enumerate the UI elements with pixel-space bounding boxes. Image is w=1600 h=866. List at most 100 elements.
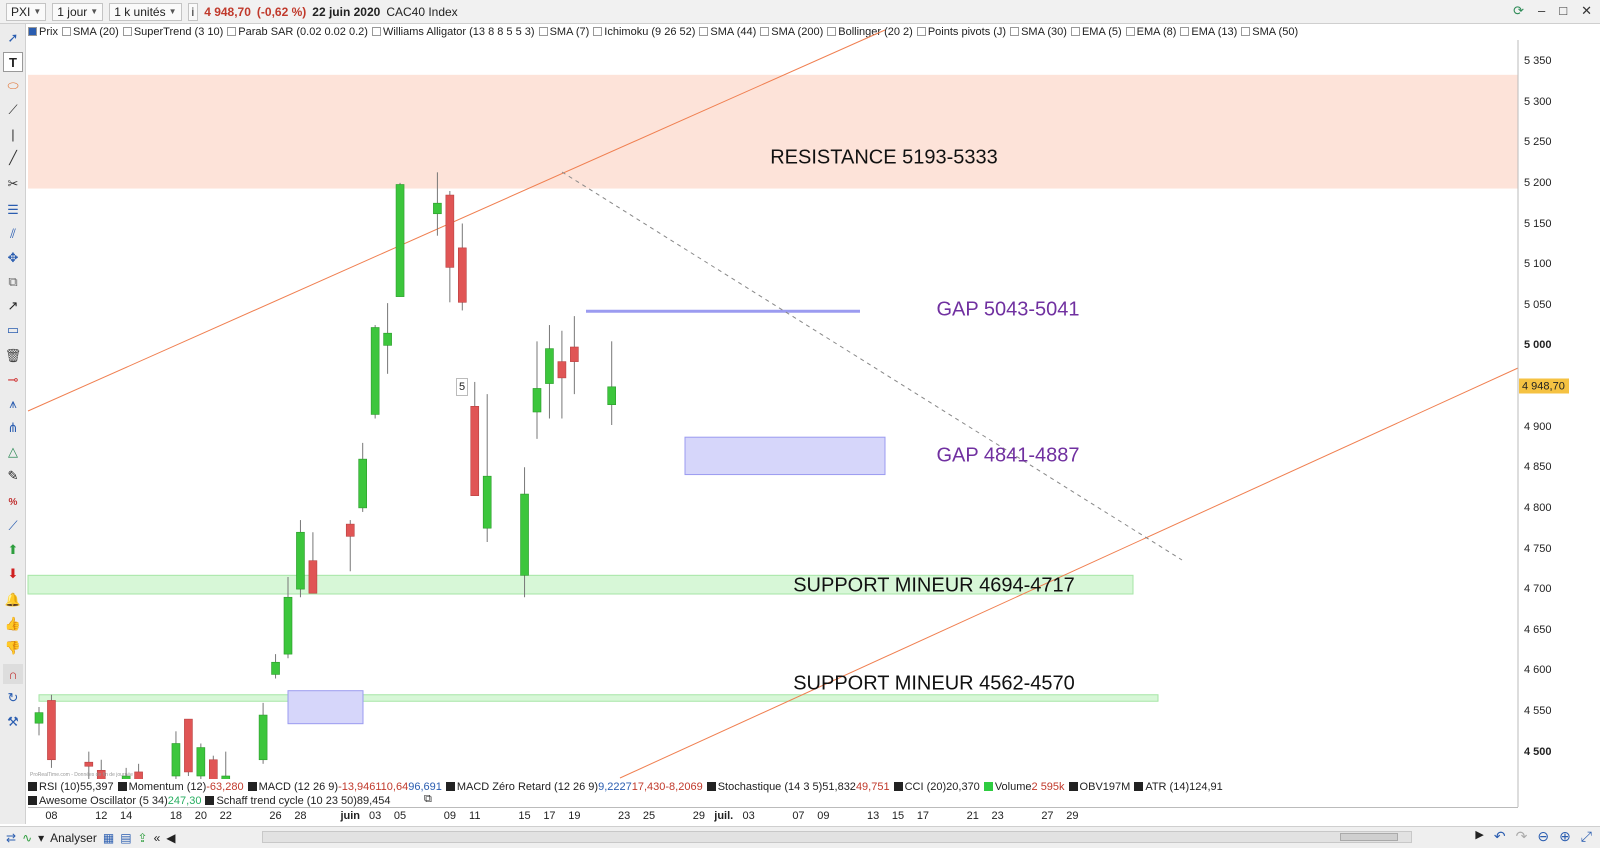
arrow-down-icon[interactable]: ⬇ xyxy=(7,566,19,581)
collapse-icon[interactable]: « xyxy=(153,830,161,845)
copy-icon[interactable]: ⧉ xyxy=(8,274,18,289)
trendline-tool-icon[interactable]: ╱ xyxy=(9,150,17,165)
indicator-toggle[interactable]: EMA (8) xyxy=(1125,26,1176,38)
rotate-icon[interactable]: ↻ xyxy=(7,690,19,705)
indicator-toggle[interactable]: EMA (13) xyxy=(1180,26,1237,38)
indicator-toggle[interactable]: SMA (7) xyxy=(538,26,589,38)
tools-icon[interactable]: ⚒ xyxy=(7,714,19,729)
checkbox[interactable] xyxy=(371,27,381,36)
arrow-tool-icon[interactable]: ↗ xyxy=(7,298,19,313)
indicator-add-icon[interactable]: ⇄ xyxy=(6,830,17,845)
trash-icon[interactable]: 🗑 xyxy=(4,348,22,363)
export-icon[interactable]: ⇪ xyxy=(137,830,148,845)
wave-icon[interactable]: ∿ xyxy=(22,830,33,845)
redo-icon[interactable]: ↷ xyxy=(1515,828,1528,844)
calendar-icon[interactable]: ▦ xyxy=(102,830,115,845)
thumbs-up-icon[interactable]: 👍 xyxy=(4,616,22,631)
scroll-left-icon[interactable]: ◀ xyxy=(166,830,176,845)
sub-indicator[interactable]: OBV197M xyxy=(1068,781,1130,793)
checkbox[interactable] xyxy=(827,27,837,36)
indicator-toggle[interactable]: EMA (5) xyxy=(1070,26,1122,38)
pen-icon[interactable]: ✎ xyxy=(7,468,19,483)
percent-icon[interactable]: % xyxy=(8,496,18,508)
autoscale-icon[interactable]: ⤢ xyxy=(1580,828,1592,844)
indicator-toggle[interactable]: SMA (200) xyxy=(760,26,823,38)
sub-indicator[interactable]: Volume2 595k xyxy=(983,781,1065,793)
close-icon[interactable]: ✕ xyxy=(1581,3,1592,18)
magnet-icon[interactable]: ∩ xyxy=(3,664,23,684)
ellipse-tool-icon[interactable]: ⬭ xyxy=(7,78,19,93)
alert-bell-icon[interactable]: 🔔 xyxy=(4,592,22,607)
sub-indicator[interactable]: MACD (12 26 9)-13,946110,6496,691 xyxy=(247,781,442,793)
sub-indicator[interactable]: ATR (14)124,91 xyxy=(1134,781,1223,793)
cursor-icon[interactable]: ➚ xyxy=(7,30,19,45)
indicator-toggle[interactable]: Parab SAR (0.02 0.02 0.2) xyxy=(227,26,368,38)
units-selector[interactable]: 1 k unités ▼ xyxy=(109,2,182,21)
checkbox[interactable] xyxy=(227,27,237,36)
timeframe-selector[interactable]: 1 jour ▼ xyxy=(52,2,104,21)
checkbox[interactable] xyxy=(1070,27,1080,36)
maximize-icon[interactable]: □ xyxy=(1559,3,1568,18)
sub-indicator[interactable]: CCI (20)20,370 xyxy=(893,781,980,793)
text-tool-icon[interactable]: T xyxy=(3,52,23,72)
indicator-toggle[interactable]: SuperTrend (3 10) xyxy=(122,26,223,38)
chart-scrollbar[interactable] xyxy=(262,831,1412,843)
checkbox[interactable] xyxy=(699,27,709,36)
checkbox[interactable] xyxy=(538,27,548,36)
indicator-toggle[interactable]: Prix xyxy=(28,26,58,38)
vertical-line-icon[interactable]: | xyxy=(11,126,15,142)
segment-tool-icon[interactable]: ⟋ xyxy=(8,102,18,117)
window-restore-icon[interactable]: ⧉ xyxy=(424,793,432,805)
arrow-up-icon[interactable]: ⬆ xyxy=(7,542,19,557)
sub-indicator[interactable]: Momentum (12)-63,280 xyxy=(117,781,244,793)
symbol-selector[interactable]: PXI ▼ xyxy=(6,2,47,21)
zoom-out-icon[interactable]: ⊖ xyxy=(1537,828,1550,844)
checkbox[interactable] xyxy=(1125,27,1135,36)
checkbox[interactable] xyxy=(916,27,926,36)
checkbox[interactable] xyxy=(1010,27,1020,36)
rectangle-tool-icon[interactable]: ▭ xyxy=(6,322,20,337)
horizontal-line-icon[interactable]: ☰ xyxy=(7,202,19,217)
indicator-toggle[interactable]: Points pivots (J) xyxy=(916,26,1006,38)
scroll-right-icon[interactable]: ▶ xyxy=(1475,829,1484,841)
indicator-toggle[interactable]: Ichimoku (9 26 52) xyxy=(593,26,695,38)
triangle-tool-icon[interactable]: △ xyxy=(8,444,18,459)
indicator-toggle[interactable]: Williams Alligator (13 8 8 5 5 3) xyxy=(371,26,535,38)
indicator-toggle[interactable]: SMA (50) xyxy=(1241,26,1298,38)
sub-indicator[interactable]: RSI (10)55,397 xyxy=(28,781,114,793)
refresh-icon[interactable]: ⟳ xyxy=(1513,3,1524,18)
checkbox[interactable] xyxy=(593,27,603,36)
thumbs-down-icon[interactable]: 👎 xyxy=(4,640,22,655)
zoom-in-icon[interactable]: ⊕ xyxy=(1559,828,1571,844)
chart-style-icon[interactable]: ▾ xyxy=(38,830,45,845)
minimize-icon[interactable]: – xyxy=(1538,3,1546,18)
checkbox[interactable] xyxy=(1180,27,1190,36)
sub-indicator[interactable]: MACD Zéro Retard (12 26 9)9,222717,430-8… xyxy=(445,781,703,793)
info-button[interactable]: i xyxy=(187,2,199,21)
sub-indicator-value: 55,397 xyxy=(79,780,114,793)
eraser-icon[interactable]: ✂ xyxy=(7,176,19,191)
sub-indicator[interactable]: Awesome Oscillator (5 34)247,30 xyxy=(28,795,201,807)
scrollbar-thumb[interactable] xyxy=(1340,833,1398,841)
indicator-toggle[interactable]: SMA (30) xyxy=(1010,26,1067,38)
channel-tool-icon[interactable]: ⫽ xyxy=(10,226,16,241)
indicator-toggle[interactable]: SMA (20) xyxy=(61,26,119,38)
indicator-toggle[interactable]: Bollinger (20 2) xyxy=(827,26,913,38)
analyze-label[interactable]: Analyser xyxy=(50,830,97,845)
checkbox[interactable] xyxy=(61,27,71,36)
checkbox[interactable] xyxy=(122,27,132,36)
regression-icon[interactable]: ⟋ xyxy=(8,518,18,533)
report-icon[interactable]: ▤ xyxy=(120,830,132,845)
move-icon[interactable]: ✥ xyxy=(7,250,19,265)
fibonacci-icon[interactable]: ⩚ xyxy=(9,396,17,411)
checkbox[interactable] xyxy=(28,27,37,36)
indicator-toggle[interactable]: SMA (44) xyxy=(699,26,756,38)
sub-indicator[interactable]: Schaff trend cycle (10 23 50)89,454 xyxy=(205,795,391,807)
checkbox[interactable] xyxy=(760,27,770,36)
sub-indicator[interactable]: Stochastique (14 3 5)51,83249,751 xyxy=(706,781,890,793)
hline-red-icon[interactable]: ⊸ xyxy=(7,372,19,387)
fib-fan-icon[interactable]: ⋔ xyxy=(7,420,19,435)
checkbox[interactable] xyxy=(1241,27,1251,36)
undo-icon[interactable]: ↶ xyxy=(1493,828,1506,844)
